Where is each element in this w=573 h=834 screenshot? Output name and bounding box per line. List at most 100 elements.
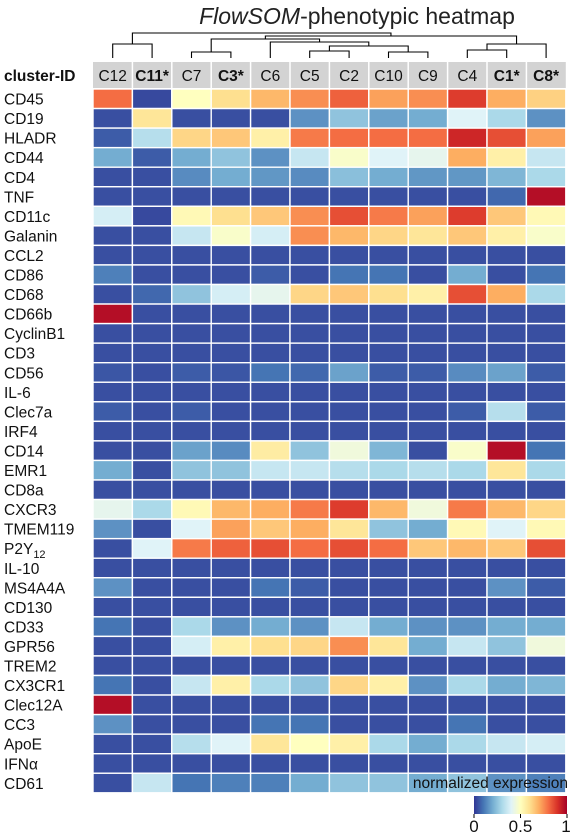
heatmap-cell (131, 498, 173, 520)
heatmap-cell (92, 479, 134, 501)
heatmap-cell (210, 362, 252, 383)
heatmap-cell (446, 674, 488, 696)
column-header-row: C12 C11* C7 C3* C6 C5 C2 C10 C9 C4 C1* C8* (93, 62, 566, 88)
heatmap-cell (368, 283, 409, 305)
heatmap-cell (131, 713, 173, 735)
heatmap-cell (210, 772, 252, 794)
heatmap-cell (210, 225, 252, 247)
heatmap-cell (525, 244, 567, 266)
heatmap-cell (407, 127, 449, 149)
dendrogram-link (387, 51, 429, 58)
heatmap-cell (328, 772, 370, 794)
heatmap-cell (486, 753, 528, 774)
heatmap-cell (407, 166, 449, 188)
row-label: CD19 (4, 111, 44, 128)
heatmap-cell (368, 674, 409, 696)
heatmap-cell (131, 264, 173, 286)
heatmap-cell (446, 107, 488, 129)
heatmap-cell (486, 655, 528, 677)
heatmap-cell (407, 381, 449, 403)
row-label: Clec12A (4, 698, 63, 715)
heatmap-cell (92, 146, 134, 168)
heatmap-cell (171, 577, 212, 598)
heatmap-cell (368, 733, 409, 755)
heatmap-cell (407, 362, 449, 383)
heatmap-cell (131, 107, 173, 129)
heatmap-cell (446, 381, 488, 403)
heatmap-cell (210, 420, 252, 442)
heatmap-cell (171, 459, 212, 481)
heatmap-cell (92, 107, 134, 129)
heatmap-cell (171, 440, 212, 462)
heatmap-cell (407, 557, 449, 579)
heatmap-cell (289, 713, 331, 735)
heatmap-cell (525, 264, 567, 286)
heatmap-cell (131, 88, 173, 110)
row-label: GPR56 (4, 639, 55, 656)
heatmap-cell (446, 733, 488, 755)
column-label: C5 (300, 68, 320, 85)
heatmap-cell (407, 694, 449, 716)
row-label: IRF4 (4, 424, 38, 441)
heatmap-cell (407, 342, 449, 364)
heatmap-cell (289, 322, 331, 344)
heatmap-cell (249, 127, 291, 149)
heatmap-cell (249, 283, 291, 305)
heatmap-cell (289, 655, 331, 677)
heatmap-cell (446, 616, 488, 638)
heatmap-cell (407, 401, 449, 423)
heatmap-cell (328, 303, 370, 325)
heatmap-cell (131, 616, 173, 638)
heatmap-cell (446, 577, 488, 598)
heatmap-cell (92, 557, 134, 579)
heatmap-cell (171, 635, 212, 657)
heatmap-cell (249, 596, 291, 618)
column-label: C7 (182, 68, 202, 85)
heatmap-cell (171, 107, 212, 129)
heatmap-cell (92, 518, 134, 540)
heatmap-cell (249, 420, 291, 442)
column-label: C9 (418, 68, 438, 85)
heatmap-cell (92, 713, 134, 735)
heatmap-cell (486, 205, 528, 227)
heatmap-cell (249, 498, 291, 520)
heatmap-cell (92, 459, 134, 481)
heatmap-cell (249, 616, 291, 638)
heatmap-cell (171, 420, 212, 442)
heatmap-cell (171, 713, 212, 735)
heatmap-cell (486, 88, 528, 110)
heatmap-cell (407, 186, 449, 207)
legend-title: normalized expression (413, 775, 568, 792)
legend-tick-label: 1 (561, 817, 570, 834)
heatmap-cell (446, 244, 488, 266)
heatmap-cell (249, 107, 291, 129)
heatmap-cell (328, 577, 370, 598)
heatmap-cell (328, 225, 370, 247)
row-label: CD44 (4, 150, 44, 167)
heatmap-cell (171, 655, 212, 677)
heatmap-cell (131, 401, 173, 423)
heatmap-cell (210, 88, 252, 110)
heatmap-cell (368, 518, 409, 540)
heatmap-cell (486, 459, 528, 481)
heatmap-cell (368, 635, 409, 657)
heatmap-cell (525, 694, 567, 716)
heatmap-cell (210, 401, 252, 423)
heatmap-cell (525, 205, 567, 227)
heatmap-cell (131, 186, 173, 207)
heatmap-cell (289, 753, 331, 774)
heatmap-cell (328, 635, 370, 657)
row-label: CCL2 (4, 248, 44, 265)
heatmap-cell (486, 694, 528, 716)
heatmap-cell (289, 733, 331, 755)
heatmap-cell (407, 146, 449, 168)
heatmap-cell (525, 713, 567, 735)
heatmap-cell (249, 244, 291, 266)
row-label: TMEM119 (4, 522, 74, 539)
heatmap-cell (368, 713, 409, 735)
heatmap-cell (328, 753, 370, 774)
heatmap-cell (368, 440, 409, 462)
heatmap-cell (407, 733, 449, 755)
heatmap-cell (171, 225, 212, 247)
heatmap-cell (407, 713, 449, 735)
